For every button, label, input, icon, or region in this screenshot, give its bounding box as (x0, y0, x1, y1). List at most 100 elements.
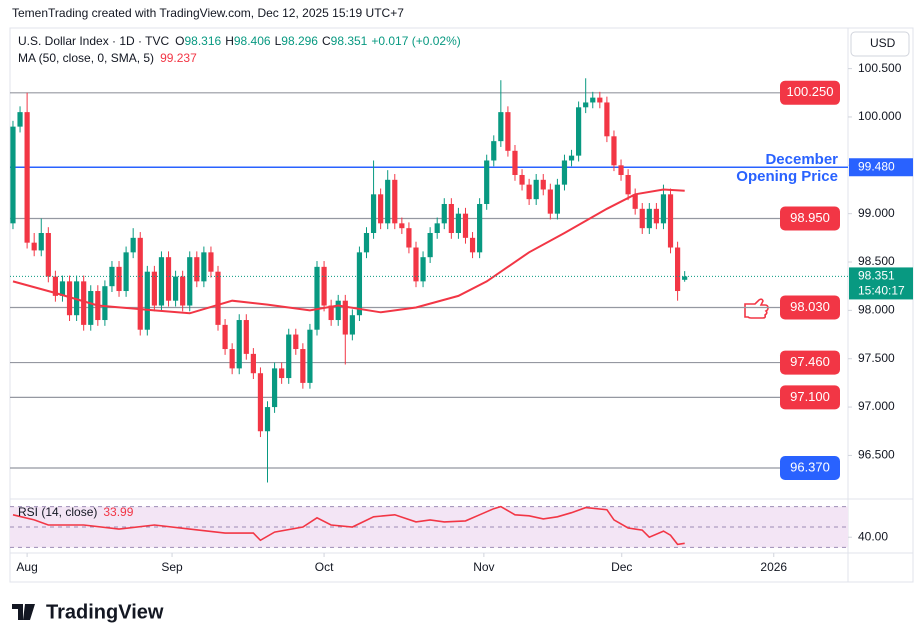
candle-body (526, 184, 532, 200)
legend-text: 98.406 (234, 34, 271, 48)
candle-body (462, 213, 469, 238)
candle-body (321, 266, 327, 306)
candle-body (455, 213, 462, 234)
candle-body (271, 368, 278, 408)
candle-body (222, 324, 228, 350)
candle-body (505, 112, 511, 151)
candle-body (243, 320, 249, 354)
level-badge (780, 295, 840, 320)
level-label: 98.030 (790, 299, 830, 314)
candle-body (583, 102, 589, 108)
candle-body (477, 203, 483, 253)
candle-body (257, 373, 264, 432)
candle-body (370, 194, 377, 234)
candle-body (66, 281, 73, 316)
y-tick-label: 98.000 (858, 303, 895, 317)
legend-text: 98.316 (185, 34, 222, 48)
candle-body (24, 112, 30, 243)
candle-body (335, 300, 341, 321)
frame (9, 27, 914, 583)
candle-body (547, 189, 553, 214)
candle-body (293, 334, 299, 350)
candle-body (519, 174, 525, 185)
legend-text: RSI (14, close) (18, 505, 97, 519)
candle-body (625, 174, 631, 195)
candle-body (561, 160, 568, 185)
y-tick-label: 97.500 (858, 351, 895, 365)
legend-text: +0.017 (+0.02%) (371, 34, 460, 48)
countdown: 15:40:17 (858, 284, 905, 298)
currency[interactable]: USD (870, 36, 896, 50)
candle-body (441, 203, 447, 224)
x-tick-label: 2026 (760, 560, 787, 574)
candle-body (342, 300, 348, 335)
candle-body (682, 276, 688, 280)
level-badge (780, 80, 840, 105)
candle-body (491, 141, 497, 161)
candle-body (667, 194, 674, 248)
candle-body (286, 334, 292, 379)
x-tick-label: Dec (611, 560, 632, 574)
level-badge (780, 385, 840, 410)
candle-body (102, 286, 108, 321)
candle-body (236, 320, 242, 369)
candle-body (151, 271, 157, 306)
level-label: 97.460 (790, 354, 830, 369)
opening-price-badge (849, 158, 913, 177)
candle-body (31, 242, 37, 251)
candle-body (314, 266, 320, 330)
candle-body (498, 112, 504, 142)
candle-body (279, 368, 285, 379)
candle-body (307, 329, 313, 383)
legend-text: MA (50, close, 0, SMA, 5) (18, 51, 154, 65)
rsi-line (12, 505, 685, 546)
credit: TemenTrading created with TradingView.co… (12, 6, 404, 20)
candle-body (399, 223, 405, 229)
watermark: TradingView (46, 601, 164, 623)
candle-body (660, 194, 667, 224)
level-label: 96.370 (790, 459, 830, 474)
candle-body (512, 150, 518, 175)
candle-body (448, 203, 454, 234)
candle-body (618, 165, 624, 175)
candle-body (406, 228, 412, 248)
y-tick-label: 98.500 (858, 254, 895, 268)
x-tick-label: Nov (473, 560, 494, 574)
candle-body (413, 247, 419, 282)
candle-body (172, 276, 179, 301)
level-badge (780, 455, 840, 480)
candle-body (540, 179, 546, 190)
candle-body (349, 315, 355, 335)
candle-body (392, 179, 398, 224)
opening-price-label: 99.480 (858, 159, 895, 173)
candle-body (576, 107, 582, 156)
logo-mark (12, 604, 35, 620)
level-badge (780, 206, 840, 231)
level-label: 97.100 (790, 389, 830, 404)
candle-body (328, 305, 334, 321)
candle-body (201, 252, 207, 282)
candle-body (427, 233, 433, 258)
candle-body (123, 252, 129, 292)
legend-text: 33.99 (103, 505, 133, 519)
x-tick-label: Oct (315, 560, 334, 574)
y-tick-label: 100.000 (858, 109, 902, 123)
annotation: Opening Price (736, 168, 838, 185)
candle-body (675, 247, 681, 292)
y-tick-label: 96.500 (858, 448, 895, 462)
candle-body (264, 407, 271, 432)
legend-text: U.S. Dollar Index · 1D · TVC (18, 34, 169, 48)
currency-button[interactable] (850, 31, 910, 57)
candle-body (158, 257, 165, 306)
legend-text: 99.237 (160, 51, 197, 65)
candle-body (469, 237, 476, 253)
candle-body (81, 281, 87, 325)
pointer-shape (744, 298, 769, 319)
candle-body (180, 276, 186, 306)
candle-body (10, 126, 16, 224)
candle-body (250, 353, 256, 374)
candle-body (363, 233, 370, 253)
candle-body (385, 179, 391, 224)
candle-body (187, 257, 193, 306)
